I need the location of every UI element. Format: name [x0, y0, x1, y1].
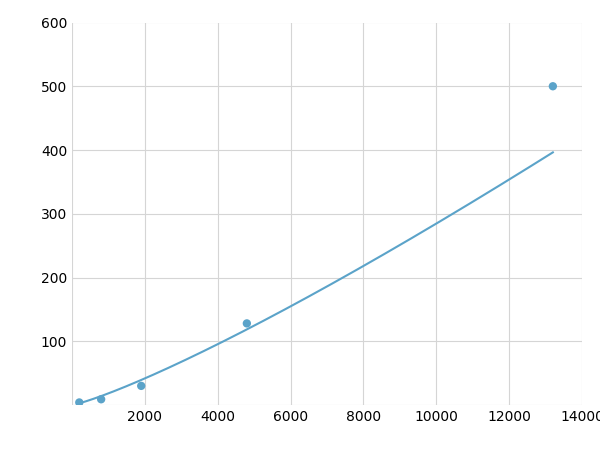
- Point: [548, 83, 557, 90]
- Point: [74, 399, 84, 406]
- Point: [97, 396, 106, 403]
- Point: [242, 320, 251, 327]
- Point: [136, 382, 146, 390]
